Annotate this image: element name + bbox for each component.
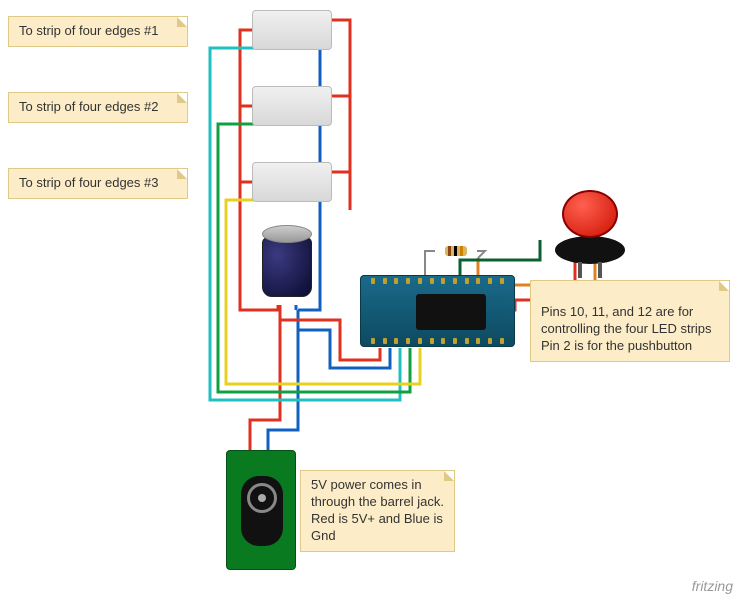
- note-text: 5V power comes in through the barrel jac…: [311, 477, 444, 543]
- note-text: Pins 10, 11, and 12 are for controlling …: [541, 304, 712, 353]
- note-pins: Pins 10, 11, and 12 are for controlling …: [530, 280, 730, 362]
- note-strip-3: To strip of four edges #3: [8, 168, 188, 199]
- arduino-pro-mini: [360, 275, 515, 347]
- strip-connector-1: [252, 10, 332, 50]
- strip-connector-3: [252, 162, 332, 202]
- note-strip-2: To strip of four edges #2: [8, 92, 188, 123]
- pushbutton: [550, 190, 630, 264]
- pullup-resistor: [435, 246, 477, 256]
- barrel-jack: [226, 450, 296, 570]
- note-text: To strip of four edges #1: [19, 23, 158, 38]
- note-text: To strip of four edges #2: [19, 99, 158, 114]
- watermark-text: fritzing: [692, 578, 733, 594]
- note-strip-1: To strip of four edges #1: [8, 16, 188, 47]
- strip-connector-2: [252, 86, 332, 126]
- electrolytic-capacitor: [262, 225, 312, 303]
- note-power: 5V power comes in through the barrel jac…: [300, 470, 455, 552]
- note-text: To strip of four edges #3: [19, 175, 158, 190]
- watermark: fritzing: [692, 578, 733, 594]
